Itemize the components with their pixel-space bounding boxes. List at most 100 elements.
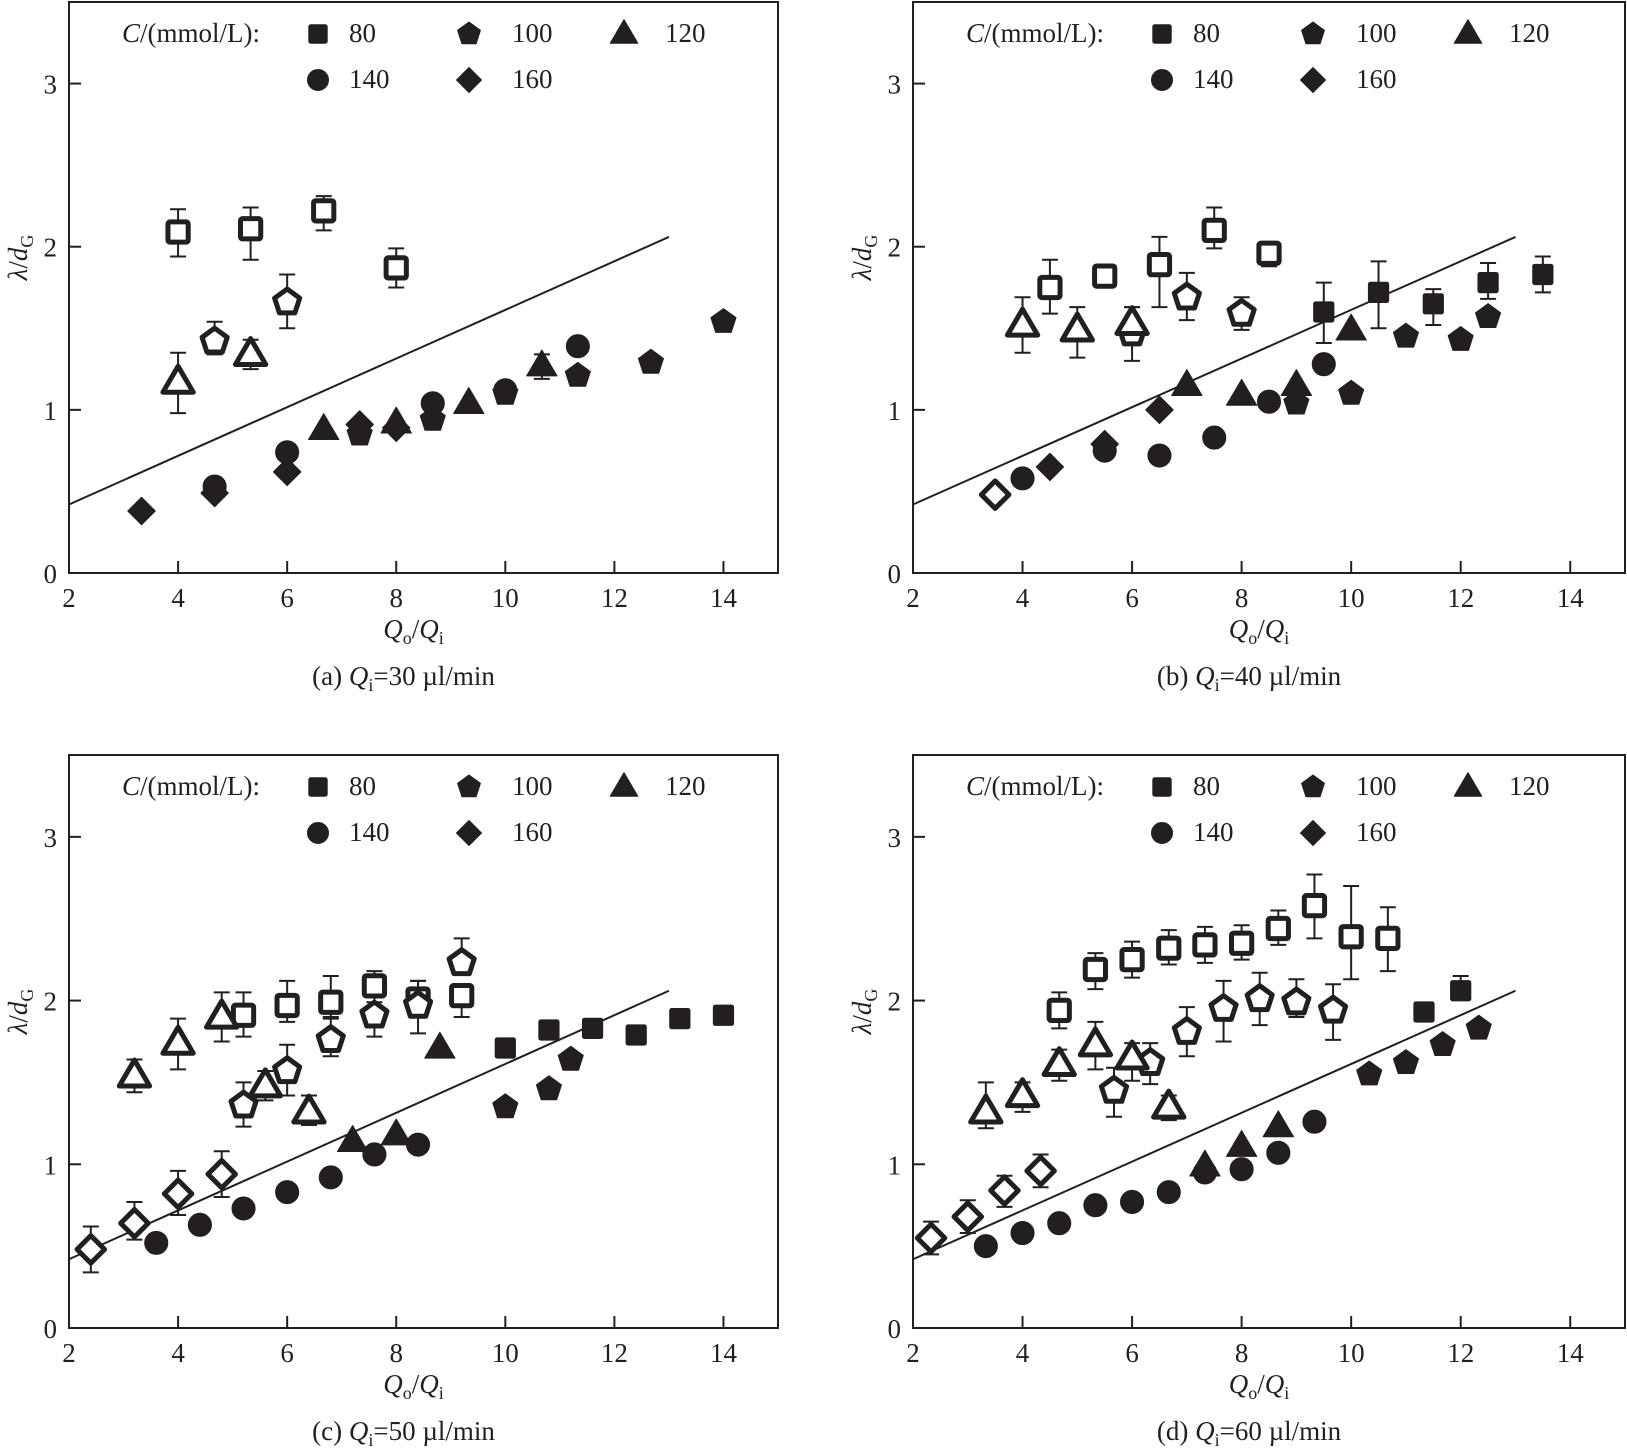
series-120 (1004, 296, 1367, 406)
x-tick-label: 2 (906, 583, 920, 613)
data-point-80-filled (1413, 1001, 1435, 1023)
legend: C/(mmol/L): 80 100 120 140 160 (966, 771, 1550, 847)
y-tick-label: 1 (44, 1150, 58, 1180)
legend-label-80: 80 (1193, 18, 1220, 48)
x-tick-label: 6 (280, 583, 294, 613)
legend: C/(mmol/L): 80 100 120 140 160 (966, 18, 1550, 94)
data-point-100-filled (564, 361, 591, 387)
legend-label-140: 140 (1193, 64, 1234, 94)
series-120 (160, 336, 558, 441)
data-point-120-hollow (1077, 1026, 1114, 1058)
series-120 (968, 1020, 1294, 1177)
x-tick-label: 12 (1447, 583, 1474, 613)
data-point-100-hollow (446, 947, 477, 977)
legend-label-160: 160 (1356, 817, 1397, 847)
legend-label-100: 100 (1356, 18, 1397, 48)
legend-marker-120 (609, 772, 639, 797)
data-point-140-filled (405, 1132, 431, 1157)
x-tick-label: 6 (1125, 1338, 1139, 1368)
legend-marker-80 (1152, 24, 1172, 44)
legend: C/(mmol/L): 80 100 120 140 160 (122, 771, 706, 847)
legend-label-120: 120 (665, 18, 706, 48)
data-point-140-filled (1311, 352, 1336, 377)
y-tick-label: 3 (44, 823, 58, 853)
data-point-120-hollow (1041, 1046, 1077, 1078)
data-point-100-hollow (1098, 1074, 1130, 1104)
x-axis-label: Qo/Qi (383, 1369, 444, 1403)
legend: C/(mmol/L): 80 100 120 140 160 (122, 18, 706, 94)
data-point-100-filled (492, 1093, 519, 1119)
legend-marker-160 (1300, 820, 1326, 846)
x-tick-label: 4 (1016, 583, 1030, 613)
series-80 (230, 970, 735, 1059)
legend-marker-80 (1152, 777, 1172, 797)
data-point-140-filled (1229, 1157, 1254, 1182)
data-point-80-hollow (274, 992, 300, 1019)
series-160 (74, 1150, 238, 1274)
legend-marker-80 (308, 24, 328, 44)
legend-label-100: 100 (1356, 771, 1397, 801)
data-point-100-filled (1338, 379, 1365, 405)
data-point-80-hollow (165, 219, 191, 245)
series-80 (165, 195, 409, 289)
data-point-120-filled (1225, 1129, 1258, 1157)
data-point-80-filled (1477, 271, 1499, 294)
data-point-140-filled (1266, 1140, 1291, 1165)
legend-marker-120 (609, 19, 639, 44)
data-point-80-filled (538, 1019, 560, 1041)
data-point-140-filled (1202, 425, 1227, 450)
data-point-80-filled (494, 1037, 516, 1059)
y-tick-label: 2 (44, 233, 58, 263)
x-tick-label: 8 (389, 1338, 403, 1368)
data-point-80-filled (581, 1017, 604, 1040)
legend-label-160: 160 (1356, 64, 1397, 94)
data-point-80-hollow (1146, 252, 1173, 278)
y-tick-label: 0 (44, 559, 58, 589)
series-160 (914, 1153, 1057, 1256)
x-axis-label: Qo/Qi (383, 614, 444, 648)
data-point-100-hollow (1171, 281, 1202, 311)
data-point-100-hollow (1171, 1016, 1202, 1045)
x-axis-label: Qo/Qi (1229, 1369, 1290, 1403)
data-point-140-filled (275, 1180, 300, 1205)
y-tick-label: 1 (44, 396, 58, 426)
data-point-80-hollow (1201, 217, 1227, 244)
data-point-120-hollow (1004, 1077, 1041, 1109)
y-tick-label: 1 (888, 1150, 902, 1180)
data-point-160-filled (1145, 395, 1174, 425)
data-point-140-filled (1256, 389, 1282, 414)
data-point-120-filled (1262, 1110, 1294, 1138)
data-point-80-hollow (1256, 240, 1282, 266)
legend-label-120: 120 (1509, 771, 1550, 801)
legend-marker-100 (457, 21, 481, 45)
data-point-120-hollow (1059, 311, 1095, 343)
transition-line (912, 236, 1516, 506)
series-80 (1046, 873, 1472, 1030)
panel-caption: (b) Qi=40 µl/min (1157, 661, 1342, 695)
data-point-80-hollow (318, 989, 344, 1015)
data-point-160-hollow (1024, 1154, 1057, 1188)
data-point-100-hollow (359, 999, 390, 1029)
data-point-100-filled (535, 1075, 562, 1101)
data-point-100-filled (710, 308, 737, 333)
data-point-120-hollow (1114, 305, 1150, 337)
legend-label-140: 140 (349, 817, 390, 847)
data-point-160-filled (1090, 429, 1119, 459)
data-point-100-hollow (1318, 994, 1349, 1024)
data-point-100-filled (1283, 389, 1310, 415)
legend-label-120: 120 (665, 771, 706, 801)
data-point-160-hollow (914, 1221, 948, 1255)
data-point-100-hollow (1208, 993, 1239, 1022)
data-point-160-hollow (161, 1177, 195, 1211)
data-point-120-hollow (160, 363, 196, 395)
data-point-80-filled (1422, 293, 1444, 315)
data-point-120-filled (1171, 369, 1203, 397)
data-point-80-hollow (1338, 924, 1364, 950)
x-tick-label: 4 (1016, 1338, 1030, 1368)
data-point-140-filled (1302, 1109, 1327, 1134)
data-point-160-hollow (951, 1200, 985, 1233)
data-point-120-filled (308, 413, 340, 441)
panel-caption: (a) Qi=30 µl/min (312, 661, 495, 695)
legend-marker-160 (1300, 67, 1326, 93)
